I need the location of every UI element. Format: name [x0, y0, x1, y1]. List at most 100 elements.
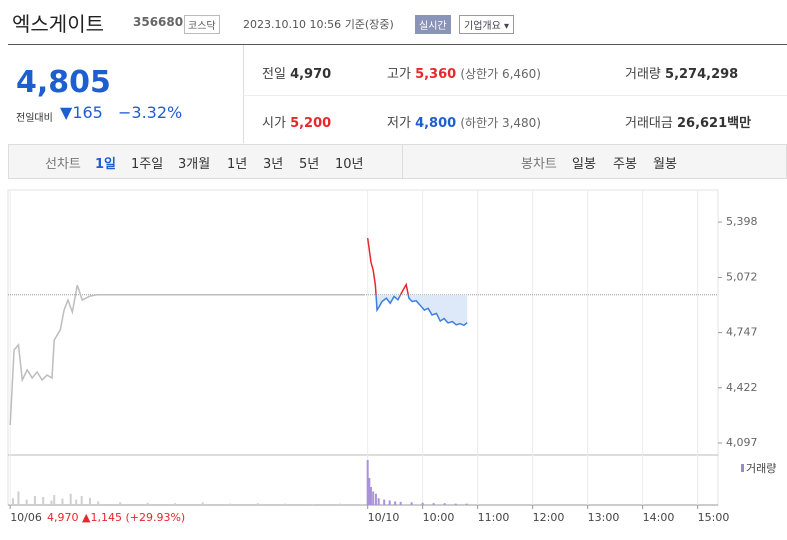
volume-bar: [366, 460, 369, 505]
period-tab[interactable]: 5년: [299, 157, 320, 172]
stat: 시가 5,200: [262, 112, 331, 131]
stat-label: 고가: [387, 67, 411, 82]
volume-bar: [368, 478, 371, 505]
x-tick-label: 10:00: [423, 511, 455, 524]
volume-bar: [88, 497, 91, 505]
volume-bar: [97, 501, 100, 505]
stat: 거래대금 26,621백만: [625, 112, 751, 131]
volume-bar: [465, 503, 468, 505]
price-area: [367, 294, 468, 326]
prev-change: ▲1,145: [82, 511, 122, 524]
icon: ▲: [82, 511, 91, 524]
period-tab[interactable]: 1년: [227, 157, 248, 172]
volume-bar: [25, 499, 28, 505]
prev-change-pct-text: (+29.93%): [125, 511, 185, 524]
prev-change-pct: (+29.93%): [125, 511, 185, 524]
basis: 기준(장중): [344, 18, 394, 31]
prev-change-text: 1,145: [90, 511, 122, 524]
stat-unit: 백만: [727, 116, 752, 131]
candle-tab[interactable]: 주봉: [613, 157, 637, 172]
volume-bar: [421, 502, 424, 505]
y-tick-label: 5,398: [726, 215, 758, 228]
volume-bar: [394, 501, 397, 505]
x-tick-label: 10/10: [368, 511, 400, 524]
divider: [402, 145, 403, 178]
current-price: 4,805: [16, 65, 111, 100]
period-tab[interactable]: 1일: [95, 157, 117, 172]
stat-label: 시가: [262, 116, 286, 131]
volume-bar: [201, 502, 204, 505]
datetime: 2023.10.10 10:56: [243, 18, 342, 31]
volume-bar: [369, 487, 372, 505]
volume-bar: [383, 499, 386, 505]
y-tick-label: 4,422: [726, 381, 758, 394]
x-tick-label: 10/06: [10, 511, 42, 524]
volume-bar: [17, 491, 20, 505]
tab-label: 봉차트: [521, 157, 557, 172]
divider: [8, 44, 787, 45]
x-tick-label: 15:00: [698, 511, 730, 524]
stat: 저가 4,800 (하한가 3,480): [387, 112, 541, 131]
stat-value: 5,360: [415, 67, 457, 82]
volume-bar: [229, 503, 232, 505]
chart-tabs: 선차트 1일 1주일 3개월 1년 3년 5년 10년 봉차트 일봉 주봉 월봉: [8, 144, 787, 179]
candle-tab[interactable]: 일봉: [572, 157, 596, 172]
volume-bar: [80, 496, 83, 505]
stat-extra: (상한가 6,460): [460, 67, 541, 81]
period-tab[interactable]: 3개월: [178, 157, 211, 172]
volume-bar: [11, 498, 14, 505]
volume-bar: [432, 503, 435, 505]
volume-bar: [61, 498, 64, 505]
volume-bar: [361, 504, 364, 505]
price-box: 4,805 전일대비 ▼165 −3.32%: [8, 45, 244, 143]
timestamp: 2023.10.10 10:56 기준(장중): [243, 16, 394, 32]
y-tick-label: 4,747: [726, 326, 758, 339]
company-button[interactable]: 기업개요 ▾: [459, 15, 515, 34]
stock-name: 엑스게이트: [12, 12, 104, 36]
price-line: [9, 284, 365, 426]
volume-bar: [42, 496, 45, 505]
y-tick-label: 5,072: [726, 270, 758, 283]
market-badge: 코스닥: [184, 15, 220, 34]
plot-frame: [7, 189, 719, 506]
volume-bar: [311, 504, 314, 505]
volume-bar: [174, 503, 177, 505]
period-tab[interactable]: 10년: [335, 157, 364, 172]
volume-bar: [146, 502, 149, 505]
volume-bar: [69, 493, 72, 505]
x-tick-label: 12:00: [533, 511, 565, 524]
stat-value: 4,970: [290, 67, 332, 82]
x-tick-label: 14:00: [643, 511, 675, 524]
period-tab[interactable]: 1주일: [131, 157, 164, 172]
change-label: 전일대비: [16, 113, 53, 124]
volume-bar: [443, 503, 446, 505]
prev-day-summary: 4,970 ▲1,145 (+29.93%): [47, 511, 185, 524]
legend-label: 거래량: [746, 462, 776, 475]
volume-bar: [374, 493, 377, 505]
change-pct: −3.32%: [118, 103, 183, 122]
stat-label: 거래량: [625, 67, 661, 82]
tab-label: 선차트: [45, 157, 81, 172]
stat-value: 5,274,298: [665, 67, 739, 82]
change-value: 165: [72, 103, 103, 122]
volume-bar: [50, 500, 53, 505]
volume-bar: [388, 500, 391, 505]
y-tick-label: 4,097: [726, 436, 758, 449]
realtime-button[interactable]: 실시간: [415, 15, 451, 34]
x-tick-label: 13:00: [588, 511, 620, 524]
divider: [243, 95, 787, 96]
prev-close: 4,970: [47, 511, 79, 524]
volume-bar: [377, 498, 380, 505]
x-tick-label: 11:00: [478, 511, 510, 524]
period-tab[interactable]: 3년: [263, 157, 284, 172]
stat: 전일 4,970: [262, 63, 331, 82]
prev-close-text: 4,970: [47, 511, 79, 524]
candle-tab[interactable]: 월봉: [653, 157, 677, 172]
stat: 고가 5,360 (상한가 6,460): [387, 63, 541, 82]
stat-label: 거래대금: [625, 116, 673, 131]
volume-bar: [33, 496, 36, 505]
volume-bar: [372, 491, 375, 505]
volume-bar: [53, 495, 56, 505]
volume-bar: [454, 503, 457, 505]
